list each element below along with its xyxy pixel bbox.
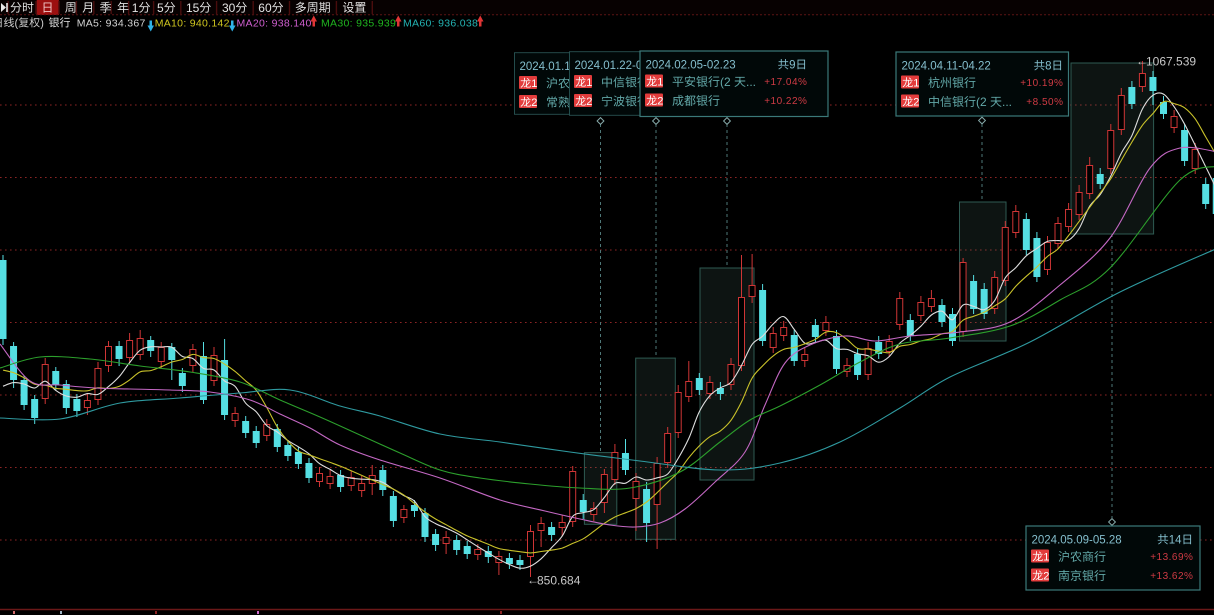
svg-text:8: 8 bbox=[1045, 61, 1051, 73]
svg-text:2024.01.22-02.02: 2024.01.22-02.02 bbox=[575, 60, 665, 72]
svg-text:MA5: 934.367: MA5: 934.367 bbox=[77, 18, 146, 30]
svg-text:←: ← bbox=[527, 573, 539, 587]
svg-text:9: 9 bbox=[789, 60, 795, 72]
svg-text:+8.50%: +8.50% bbox=[1026, 97, 1063, 108]
svg-text:5: 5 bbox=[157, 1, 164, 15]
svg-text:2024.04.11-04.22: 2024.04.11-04.22 bbox=[902, 61, 991, 73]
svg-text:2: 2 bbox=[531, 97, 537, 109]
svg-text:1067.539: 1067.539 bbox=[1146, 55, 1196, 69]
svg-text:(: ( bbox=[15, 18, 19, 30]
svg-text:(2: (2 bbox=[976, 95, 987, 109]
svg-text:2: 2 bbox=[586, 96, 592, 108]
svg-text:1: 1 bbox=[1043, 552, 1049, 564]
svg-text:2024.05.09-05.28: 2024.05.09-05.28 bbox=[1032, 535, 1122, 547]
svg-text:14: 14 bbox=[1169, 535, 1182, 547]
svg-text:+13.62%: +13.62% bbox=[1150, 571, 1193, 582]
svg-text:2024.01.15-01.19: 2024.01.15-01.19 bbox=[520, 61, 610, 73]
svg-text:15: 15 bbox=[186, 1, 200, 15]
svg-text:1: 1 bbox=[586, 77, 592, 89]
svg-text:MA20: 938.140: MA20: 938.140 bbox=[237, 18, 312, 30]
svg-text:...: ... bbox=[746, 75, 756, 89]
svg-text:+10.22%: +10.22% bbox=[764, 96, 807, 107]
svg-text:+10.19%: +10.19% bbox=[1020, 78, 1063, 89]
svg-text:MA30: 935.939: MA30: 935.939 bbox=[321, 18, 396, 30]
svg-text:60: 60 bbox=[258, 1, 272, 15]
svg-text:1: 1 bbox=[657, 77, 663, 89]
svg-text:...: ... bbox=[1002, 95, 1012, 109]
svg-text:(2: (2 bbox=[720, 75, 731, 89]
svg-text:2: 2 bbox=[1043, 571, 1049, 583]
svg-text:←: ← bbox=[1136, 54, 1148, 68]
svg-text:+13.69%: +13.69% bbox=[1150, 552, 1193, 563]
svg-text:850.684: 850.684 bbox=[537, 574, 581, 588]
svg-text:MA10: 940.142: MA10: 940.142 bbox=[155, 18, 230, 30]
svg-text:MA60: 936.038: MA60: 936.038 bbox=[403, 18, 478, 30]
svg-text:30: 30 bbox=[222, 1, 236, 15]
svg-text:+17.04%: +17.04% bbox=[764, 77, 807, 88]
svg-text:2024.02.05-02.23: 2024.02.05-02.23 bbox=[646, 60, 736, 72]
svg-text:2: 2 bbox=[913, 97, 919, 109]
svg-text:1: 1 bbox=[913, 78, 919, 90]
svg-text:1: 1 bbox=[132, 1, 139, 15]
svg-text:1: 1 bbox=[531, 78, 537, 90]
svg-text:): ) bbox=[40, 18, 44, 30]
svg-text:2: 2 bbox=[657, 96, 663, 108]
